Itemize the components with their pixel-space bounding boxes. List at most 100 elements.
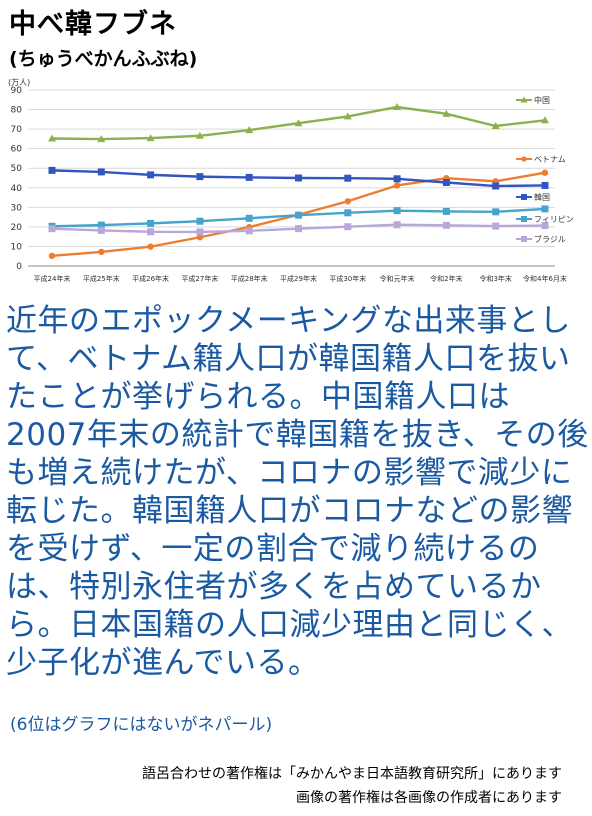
data-point [196, 217, 204, 225]
data-point [147, 171, 155, 179]
y-tick-label: 10 [11, 242, 23, 252]
data-point [541, 116, 549, 124]
data-point [196, 234, 204, 241]
x-tick-label: 平成27年末 [181, 274, 218, 283]
data-point [442, 221, 450, 229]
data-point [393, 221, 401, 229]
y-tick-label: 80 [11, 106, 23, 116]
data-point [48, 225, 56, 233]
series-中国 [48, 103, 549, 143]
data-point [393, 207, 401, 215]
y-unit-label: (万人) [8, 78, 30, 87]
page-title: 中べ韓フブネ [9, 9, 177, 40]
series-ブラジル [48, 221, 549, 236]
x-tick-label: 平成26年末 [132, 274, 169, 283]
data-point [97, 168, 105, 176]
y-tick-label: 60 [11, 145, 23, 155]
data-point [343, 112, 352, 120]
data-point [195, 131, 204, 139]
x-tick-label: 平成25年末 [83, 274, 120, 283]
series-韓国 [48, 166, 549, 190]
legend-marker [521, 194, 527, 200]
credit-line-2: 画像の著作権は各画像の作成者にあります [296, 790, 562, 806]
data-point [48, 166, 56, 174]
series-フィリピン [48, 205, 549, 230]
data-point [295, 225, 302, 233]
data-point [295, 174, 302, 182]
data-point [97, 226, 105, 234]
data-point [491, 121, 500, 129]
x-tick-label: 令和3年末 [479, 274, 511, 283]
data-point [295, 211, 302, 219]
y-tick-label: 50 [11, 164, 23, 174]
data-point [196, 228, 204, 236]
legend-item: フィリピン [516, 215, 574, 224]
data-point [344, 198, 351, 205]
data-point [147, 219, 155, 227]
x-tick-label: 平成30年末 [329, 274, 366, 283]
data-point [492, 182, 500, 190]
x-tick-label: 令和元年末 [380, 274, 415, 283]
footnote: (6位はグラフにはないがネパール) [10, 715, 273, 735]
data-point [541, 181, 549, 189]
legend-label: フィリピン [534, 215, 574, 224]
y-tick-label: 20 [11, 223, 23, 233]
body-text: 近年のエポックメーキングな出来事として、ベトナム籍人口が韓国籍人口を抜いたことが… [6, 303, 589, 681]
data-point [98, 248, 105, 256]
legend-item: 韓国 [516, 192, 550, 202]
data-point [147, 243, 154, 250]
data-point [97, 221, 105, 229]
data-point [48, 134, 56, 142]
legend-marker [521, 156, 527, 162]
legend-item: 中国 [516, 95, 550, 105]
data-point [245, 227, 253, 235]
data-point [245, 126, 254, 134]
x-tick-label: 平成28年末 [231, 274, 268, 283]
gridlines [28, 89, 555, 267]
data-point [48, 252, 56, 260]
title-reading: (ちゅうべかんふぶね) [9, 48, 198, 70]
y-tick-labels: 0 10 20 30 40 50 60 70 80 90 [11, 86, 23, 272]
y-tick-label: 70 [11, 125, 23, 135]
data-point [146, 134, 155, 142]
legend-marker [521, 216, 527, 222]
series-lines [48, 103, 549, 260]
data-point [442, 178, 450, 186]
data-point [294, 119, 303, 127]
x-tick-labels: 平成24年末 平成25年末 平成26年末 平成27年末 平成28年末 平成29年末 平成30… [34, 274, 567, 283]
data-point [492, 208, 500, 216]
data-point [97, 135, 106, 143]
data-point [541, 169, 549, 176]
data-point [344, 174, 352, 182]
y-tick-label: 40 [11, 184, 23, 194]
legend-marker [520, 96, 528, 103]
x-tick-label: 令和2年末 [430, 274, 462, 283]
legend-label: ブラジル [534, 234, 566, 244]
legend-label: 中国 [534, 95, 550, 105]
x-tick-label: 平成24年末 [34, 274, 71, 283]
credit-line-1: 語呂合わせの著作権は「みかんやま日本語教育研究所」にあります [142, 766, 562, 782]
data-point [147, 228, 155, 236]
y-tick-label: 0 [16, 262, 22, 272]
data-point [245, 173, 253, 181]
legend-item: ベトナム [516, 155, 566, 164]
legend-item: ブラジル [516, 234, 566, 244]
data-point [541, 205, 549, 213]
data-point [442, 207, 450, 215]
x-tick-label: 平成29年末 [280, 274, 317, 283]
data-point [344, 209, 352, 217]
legend-label: ベトナム [534, 155, 566, 164]
data-point [541, 222, 549, 230]
data-point [492, 222, 500, 230]
x-tick-label: 令和4年6月末 [523, 274, 567, 283]
data-point [344, 223, 352, 231]
data-point [393, 103, 402, 111]
y-tick-label: 90 [11, 86, 23, 96]
data-point [393, 175, 401, 183]
data-point [442, 109, 451, 117]
y-tick-label: 30 [11, 203, 23, 213]
legend-marker [521, 236, 527, 242]
legend-label: 韓国 [534, 192, 550, 202]
